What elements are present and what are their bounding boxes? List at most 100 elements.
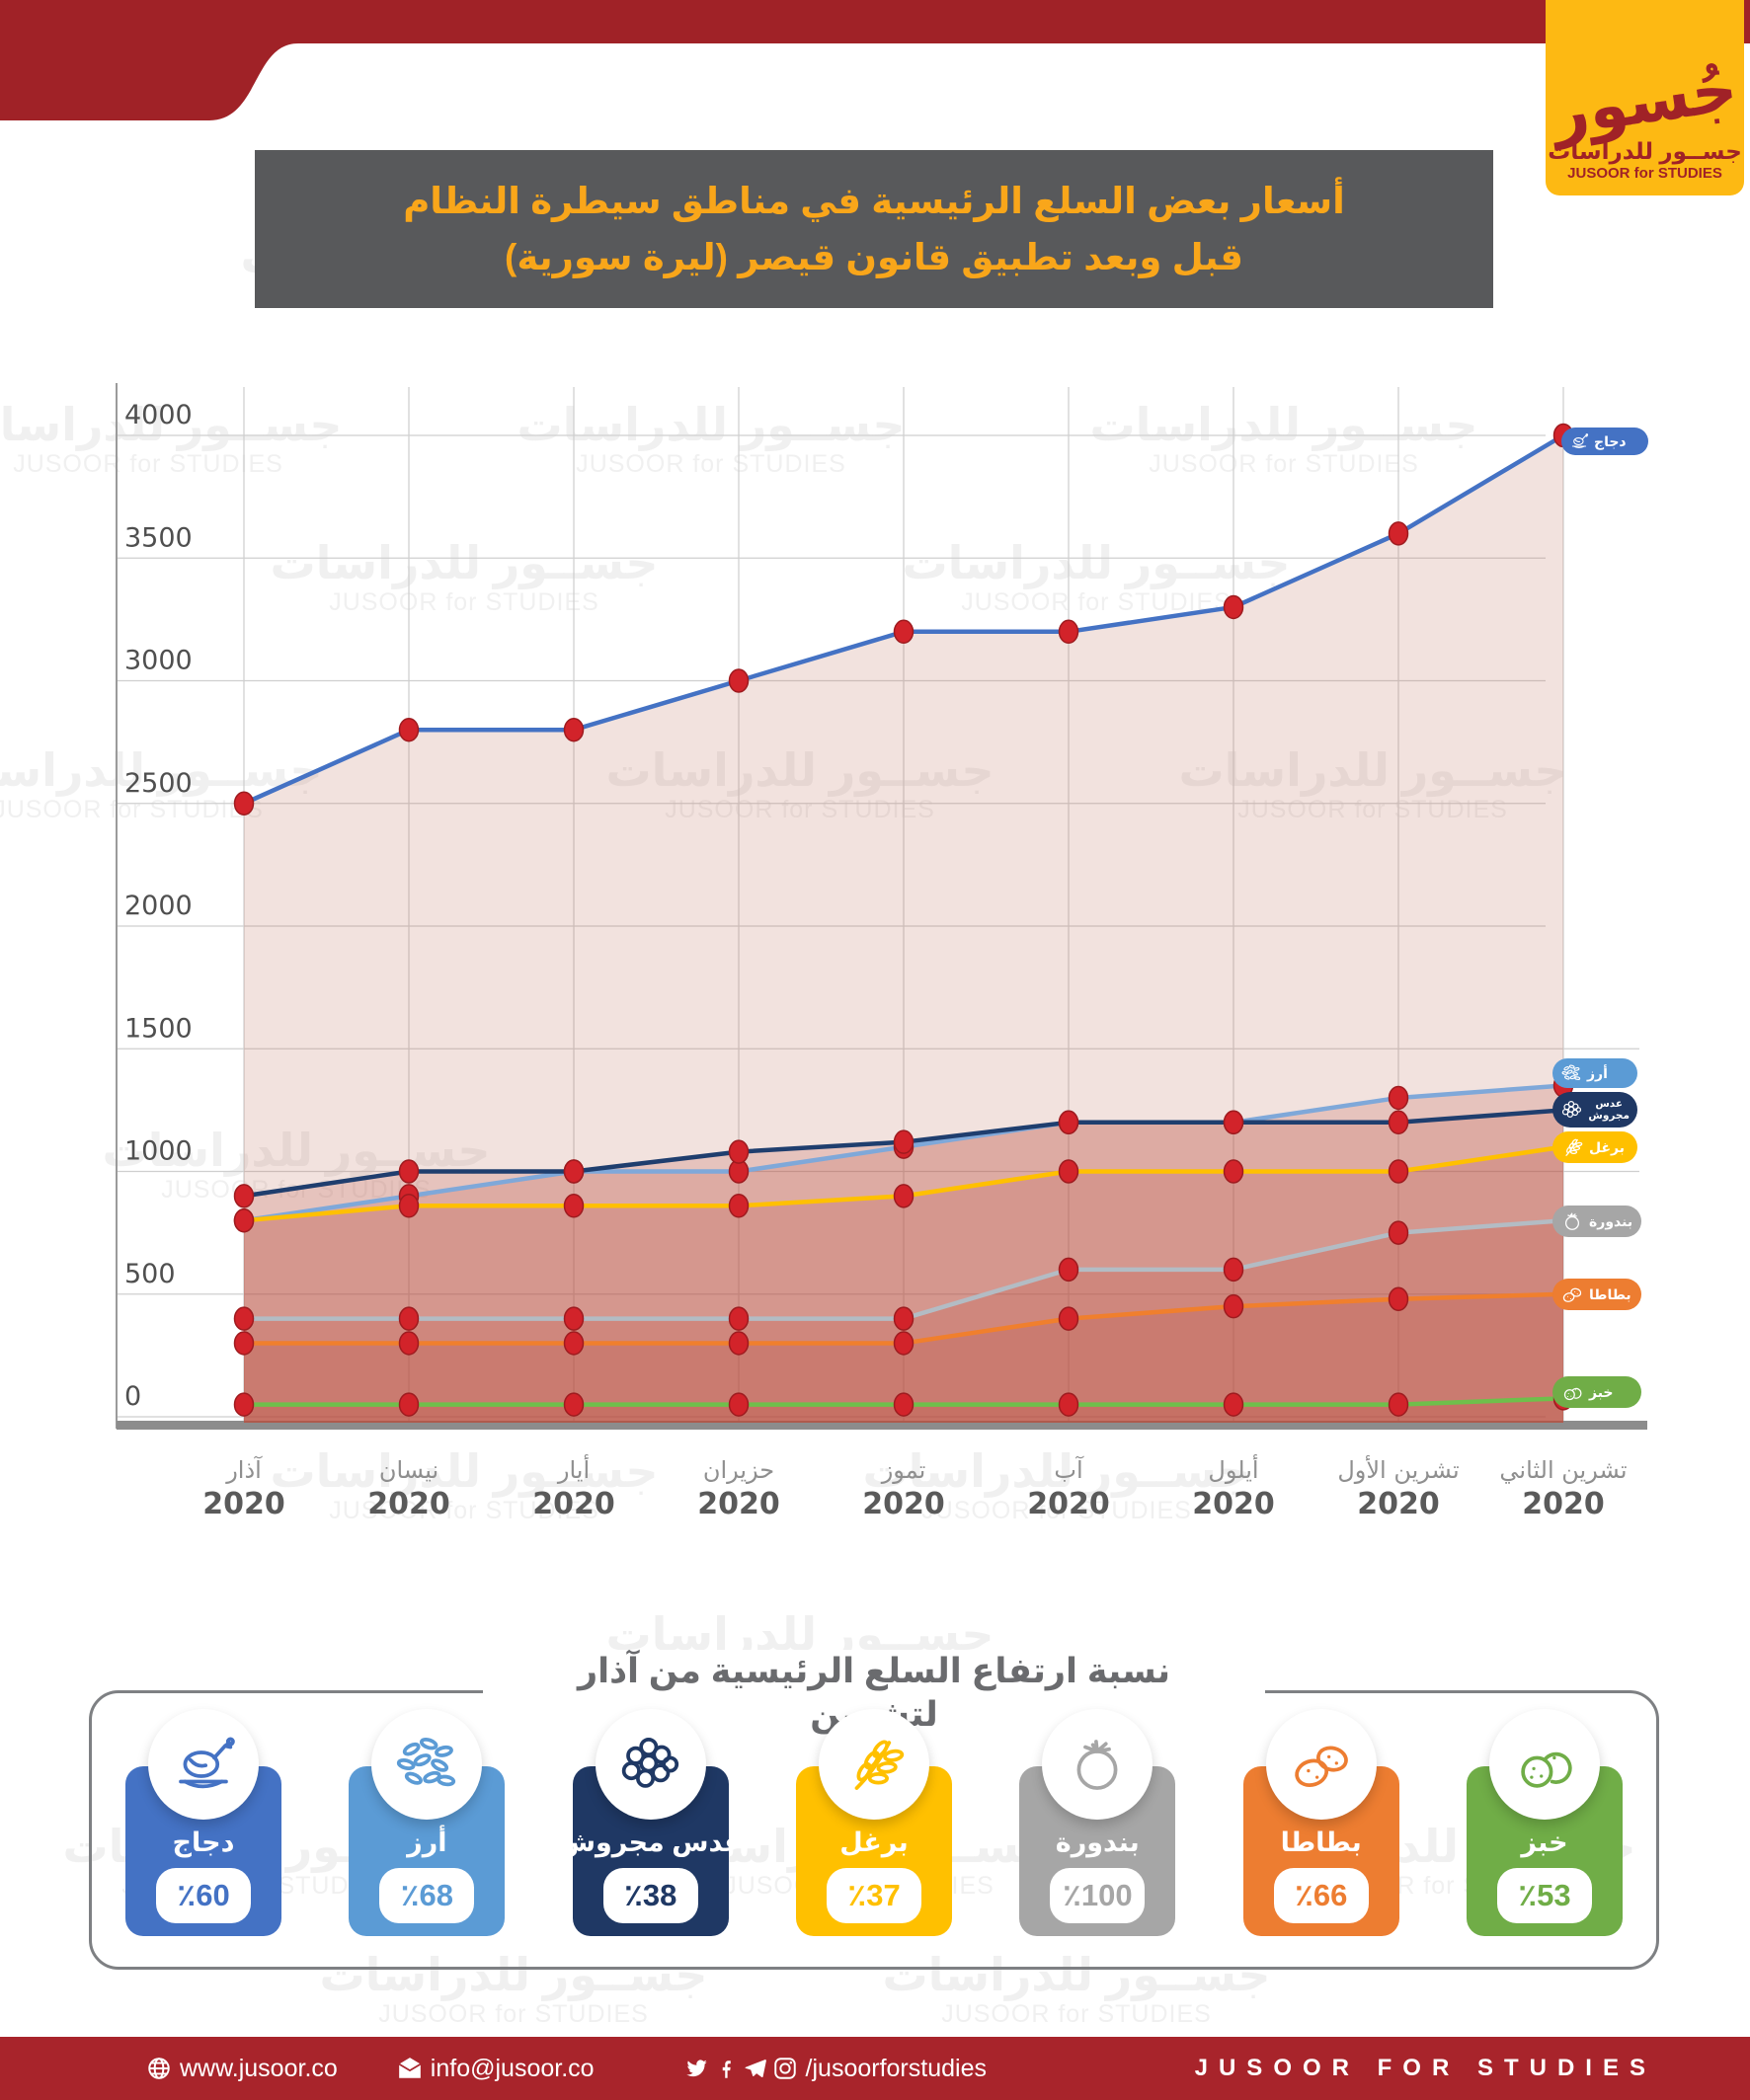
data-point-bread — [893, 1392, 915, 1417]
legend-label-potato: بطاطا — [1589, 1286, 1631, 1302]
data-point-bulgur — [233, 1207, 255, 1233]
facebook-icon — [722, 2061, 731, 2078]
data-point-bulgur — [1058, 1159, 1079, 1184]
data-point-chicken — [398, 717, 420, 742]
x-tick-month: أيار — [557, 1454, 590, 1484]
data-point-potato — [1388, 1286, 1409, 1311]
logo-english-name: JUSOOR for STUDIES — [1567, 165, 1722, 182]
card-icon-circle-lentils — [595, 1709, 706, 1820]
card-potato: بطاطا ٪66 — [1242, 1709, 1399, 1936]
data-point-lentils — [563, 1159, 585, 1184]
data-point-tomato — [398, 1306, 420, 1331]
card-percent-chicken: ٪60 — [156, 1868, 251, 1923]
y-tick-label: 1500 — [124, 1013, 193, 1044]
x-tick-month: أيلول — [1208, 1454, 1258, 1484]
instagram-icon — [773, 2058, 796, 2079]
legend-pill-bread: خبز — [1552, 1376, 1641, 1408]
data-point-chicken — [728, 668, 750, 693]
data-point-bread — [398, 1392, 420, 1417]
card-percent-bread: ٪53 — [1496, 1868, 1592, 1923]
card-label-bulgur: برغل — [839, 1828, 909, 1857]
bread-icon — [1563, 1387, 1582, 1401]
y-tick-label: 2000 — [124, 891, 193, 921]
data-point-bread — [1388, 1392, 1409, 1417]
card-bulgur: برغل ٪37 — [795, 1709, 952, 1936]
legend-label-bulgur: برغل — [1589, 1139, 1626, 1155]
footer-email[interactable]: info@jusoor.co — [397, 2055, 595, 2083]
telegram-icon — [745, 2059, 766, 2078]
x-tick-month: نيسان — [379, 1456, 438, 1484]
data-point-tomato — [233, 1306, 255, 1331]
x-tick-month: آذار — [225, 1455, 263, 1484]
footer-website[interactable]: www.jusoor.co — [146, 2055, 338, 2083]
footer-social-text: /jusoorforstudies — [805, 2054, 987, 2082]
y-tick-label: 3000 — [124, 646, 193, 676]
area-fill-potato — [244, 1293, 1563, 1423]
card-percent-bulgur: ٪37 — [826, 1868, 921, 1923]
x-tick-month: تشرين الثاني — [1499, 1456, 1627, 1484]
legend-pill-bulgur: برغل — [1552, 1131, 1637, 1163]
legend-pill-chicken: دجاج — [1561, 428, 1648, 455]
data-point-potato — [893, 1331, 915, 1356]
data-point-bulgur — [728, 1194, 750, 1218]
data-point-chicken — [563, 717, 585, 742]
card-percent-tomato: ٪100 — [1050, 1868, 1146, 1923]
data-point-lentils — [728, 1139, 750, 1164]
chicken-icon — [1571, 433, 1589, 448]
card-percent-potato: ٪66 — [1273, 1868, 1369, 1923]
x-tick-year: 2020 — [1027, 1487, 1110, 1521]
data-point-chicken — [893, 619, 915, 645]
legend-label-lentils: عدس مجروش — [1588, 1097, 1630, 1122]
rice-icon — [397, 1738, 456, 1787]
data-point-tomato — [728, 1306, 750, 1331]
legend-label-rice: أرز — [1587, 1065, 1608, 1081]
data-point-bread — [1058, 1392, 1079, 1417]
data-point-bulgur — [1388, 1159, 1409, 1184]
data-point-chicken — [1388, 521, 1409, 546]
card-icon-circle-bulgur — [818, 1709, 929, 1820]
chart-title-line1: أسعار بعض السلع الرئيسية في مناطق سيطرة … — [403, 180, 1345, 221]
card-lentils: عدس مجروش ٪38 — [559, 1709, 743, 1936]
x-tick-year: 2020 — [862, 1487, 945, 1521]
legend-label-tomato: بندورة — [1589, 1213, 1633, 1229]
header-band — [0, 0, 1750, 120]
potato-icon — [1562, 1287, 1582, 1302]
footer-brand: JUSOOR FOR STUDIES — [1194, 2055, 1656, 2081]
logo-calligraphy-icon: جُسور — [1548, 52, 1742, 149]
data-point-bread — [1223, 1392, 1244, 1417]
x-tick-year: 2020 — [1192, 1487, 1275, 1521]
card-label-rice: أرز — [407, 1828, 447, 1857]
lentils-icon — [1561, 1100, 1582, 1118]
data-point-bulgur — [893, 1184, 915, 1208]
data-point-lentils — [1388, 1110, 1409, 1135]
legend-label-bread: خبز — [1589, 1384, 1614, 1400]
data-point-potato — [398, 1331, 420, 1356]
data-point-potato — [233, 1331, 255, 1356]
card-label-chicken: دجاج — [172, 1828, 235, 1857]
data-point-tomato — [1058, 1257, 1079, 1283]
y-tick-label: 1000 — [124, 1136, 193, 1167]
footer-email-text: info@jusoor.co — [430, 2054, 595, 2082]
summary-cards: دجاج ٪60 أرز ٪68 عدس مجروش ٪38 برغل ٪37 بندورة ٪1… — [125, 1709, 1623, 1936]
data-point-bread — [563, 1392, 585, 1417]
chart-title-line2: قبل وبعد تطبيق قانون قيصر (ليرة سورية) — [505, 237, 1243, 277]
twitter-icon — [685, 2060, 707, 2077]
x-tick-month: حزيران — [703, 1456, 774, 1484]
data-point-bread — [233, 1392, 255, 1417]
card-percent-rice: ٪68 — [379, 1868, 475, 1923]
card-label-bread: خبز — [1521, 1828, 1568, 1857]
mail-icon — [398, 2058, 422, 2078]
x-axis-bar — [117, 1421, 1647, 1430]
data-point-rice — [1388, 1085, 1409, 1111]
data-point-lentils — [398, 1159, 420, 1184]
bulgur-icon — [854, 1740, 905, 1790]
legend-label-chicken: دجاج — [1594, 433, 1627, 449]
x-tick-month: آب — [1054, 1455, 1084, 1484]
footer-website-text: www.jusoor.co — [180, 2054, 338, 2082]
card-icon-circle-chicken — [148, 1709, 259, 1820]
data-point-lentils — [1223, 1110, 1244, 1135]
data-point-bulgur — [563, 1194, 585, 1218]
footer-social[interactable]: /jusoorforstudies — [683, 2055, 987, 2083]
